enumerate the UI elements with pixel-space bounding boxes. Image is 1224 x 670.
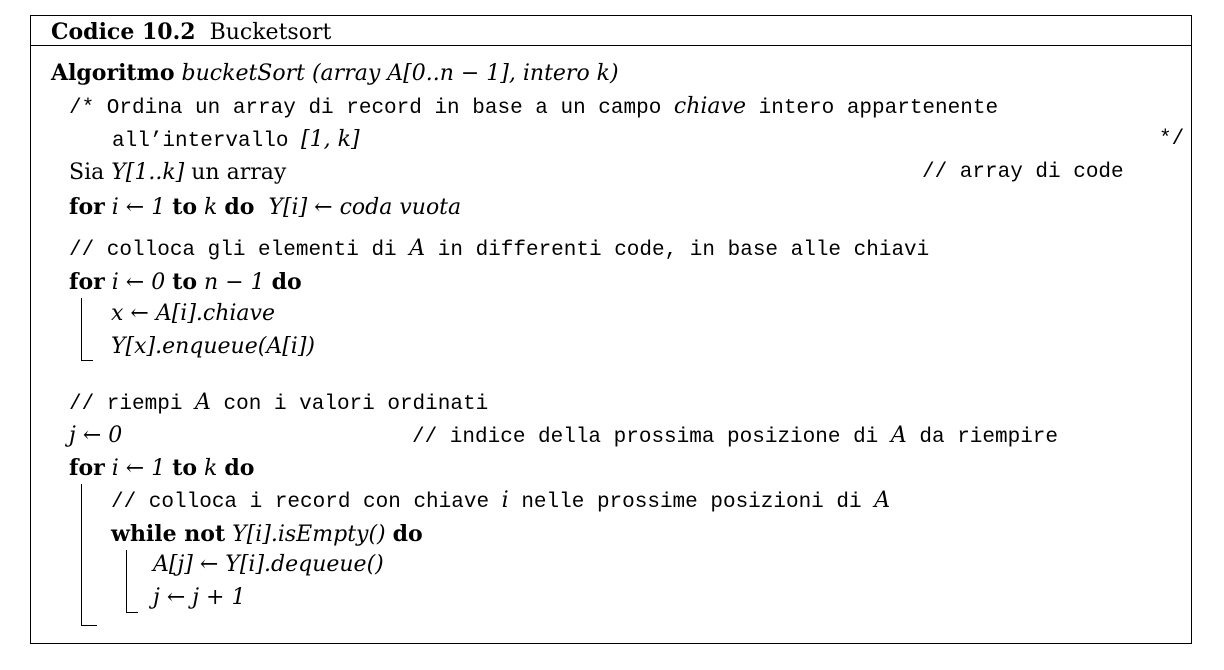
comment-indice: // indice della prossima posizione di A … [412, 423, 1059, 449]
comment-riempi: // riempi A con i valori ordinati [69, 390, 489, 416]
line-for-init: for i ← 1 to k do Y[i] ← coda vuota [69, 194, 462, 220]
block-comment-line-1: /* Ordina un array di record in base a u… [69, 94, 999, 120]
block-foot-for3 [81, 625, 97, 626]
line-enqueue: Y[x].enqueue(A[i]) [111, 334, 315, 359]
line-j-increment: j ← j + 1 [153, 585, 246, 610]
code-listing-box: Codice 10.2 Bucketsort Algoritmo bucketS… [30, 15, 1192, 644]
comment-array-di-code: // array di code [922, 161, 1124, 184]
block-comment-line-2: all’intervallo [1, k] [112, 127, 360, 153]
comment-colloca-record: // colloca i record con chiave i nelle p… [111, 488, 891, 514]
line-for-distribute: for i ← 0 to n − 1 do [69, 269, 302, 295]
header-rule [31, 45, 1191, 46]
code-label: Codice 10.2 [51, 19, 196, 45]
algorithm-keyword: Algoritmo [51, 60, 175, 86]
listing-header: Codice 10.2 Bucketsort [51, 21, 331, 44]
line-while: while not Y[i].isEmpty() do [111, 521, 423, 547]
line-sia: Sia Y[1..k] un array [69, 160, 287, 185]
comment-colloca-elementi: // colloca gli elementi di A in differen… [69, 236, 930, 262]
algorithm-signature: Algoritmo bucketSort (array A[0..n − 1],… [51, 62, 619, 85]
block-foot-while [126, 612, 138, 613]
line-x-assign: x ← A[i].chiave [111, 301, 276, 326]
line-dequeue: A[j] ← Y[i].dequeue() [153, 552, 384, 577]
block-bar-while [126, 550, 127, 612]
block-bar-for3 [81, 484, 82, 625]
line-j-init: j ← 0 [69, 423, 123, 448]
line-for-collect: for i ← 1 to k do [69, 455, 255, 481]
algorithm-name: bucketSort (array A[0..n − 1], intero k) [181, 61, 619, 86]
block-foot-for2 [81, 360, 93, 361]
block-bar-for2 [81, 298, 82, 360]
block-comment-end: */ [1159, 128, 1185, 151]
code-title: Bucketsort [209, 20, 332, 45]
